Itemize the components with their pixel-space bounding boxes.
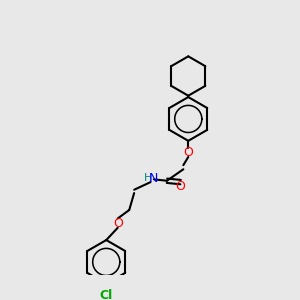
- Text: H: H: [144, 173, 152, 183]
- Text: O: O: [176, 180, 186, 193]
- Text: O: O: [113, 217, 123, 230]
- Text: O: O: [183, 146, 193, 159]
- Text: Cl: Cl: [100, 289, 113, 300]
- Text: N: N: [149, 172, 158, 185]
